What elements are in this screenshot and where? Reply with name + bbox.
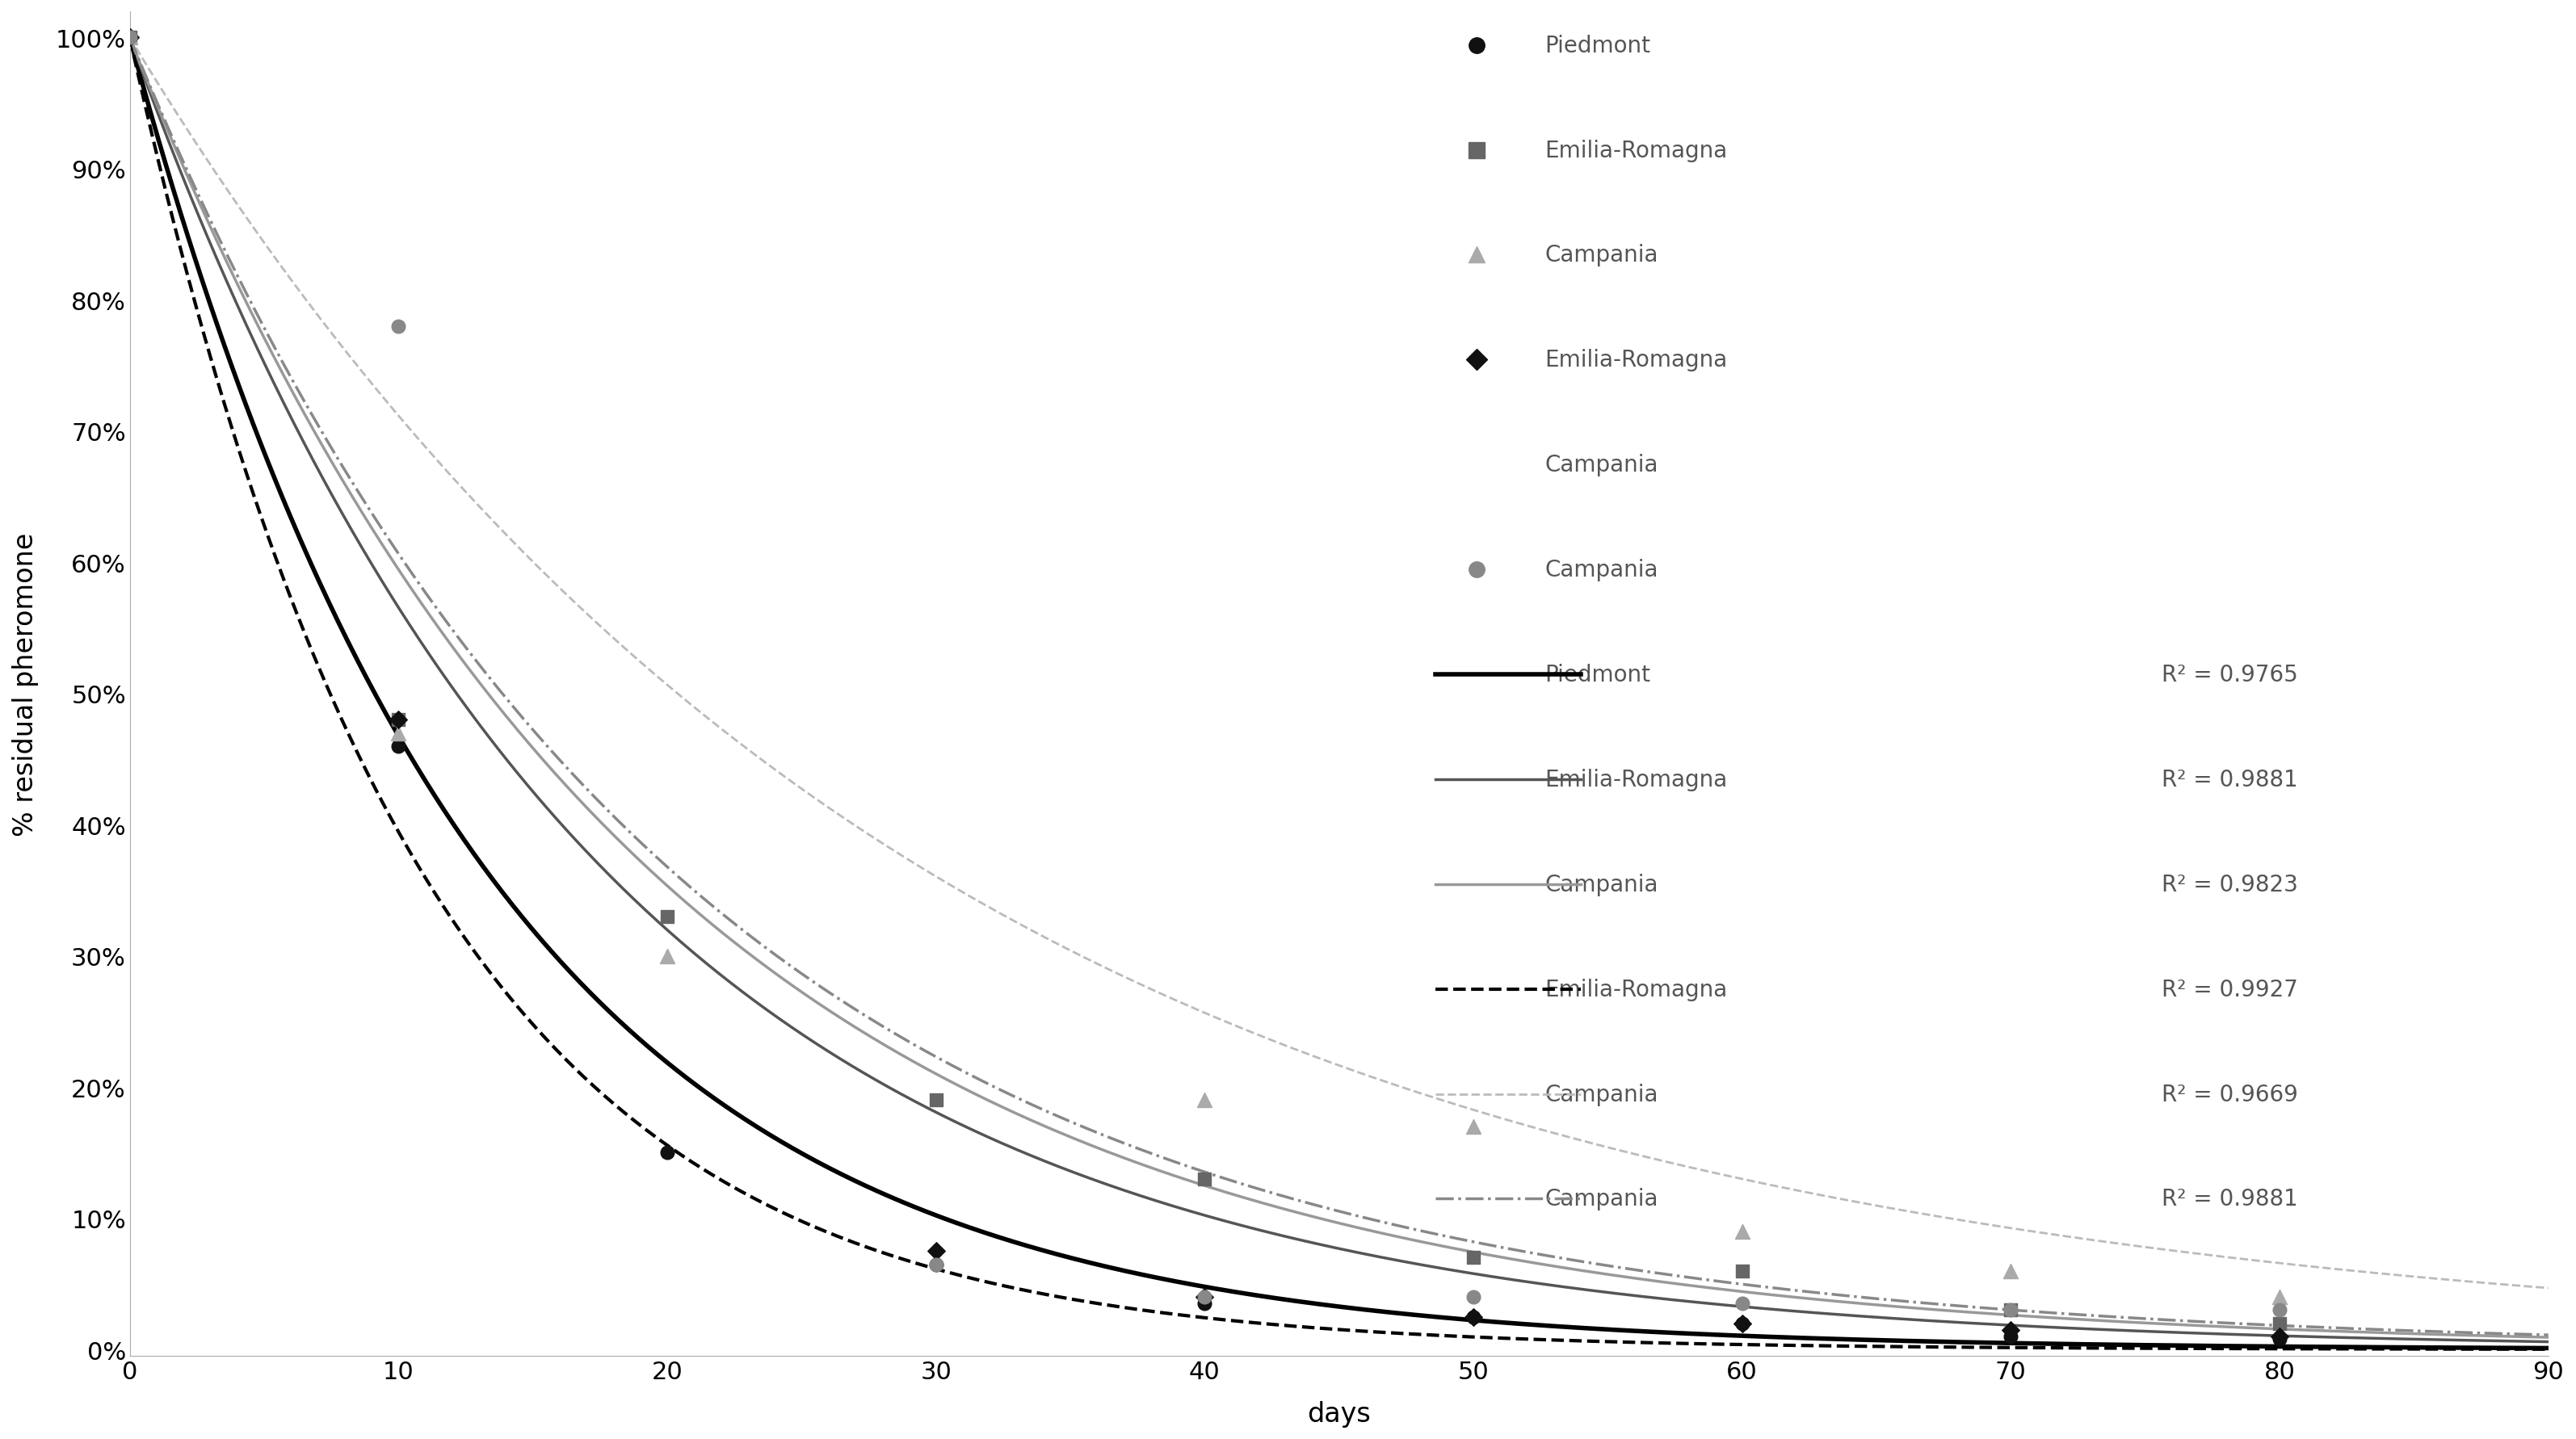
Text: Campania: Campania: [1546, 245, 1659, 266]
Point: [1721, 1312, 1762, 1335]
Point: [1721, 1259, 1762, 1282]
Text: R² = 0.9765: R² = 0.9765: [2161, 663, 2298, 686]
Point: [108, 27, 149, 50]
Point: [1453, 1246, 1494, 1269]
Point: [2259, 1325, 2300, 1348]
Point: [1721, 1312, 1762, 1335]
Point: [1453, 1305, 1494, 1328]
Point: [1721, 1292, 1762, 1315]
Point: [1721, 1220, 1762, 1243]
Text: Piedmont: Piedmont: [1546, 35, 1651, 58]
Point: [1991, 1325, 2032, 1348]
Text: R² = 0.9881: R² = 0.9881: [2161, 768, 2298, 791]
Point: [108, 27, 149, 50]
Text: R² = 0.9669: R² = 0.9669: [2161, 1082, 2298, 1105]
Text: Emilia-Romagna: Emilia-Romagna: [1546, 979, 1728, 1000]
Point: [647, 944, 688, 967]
Text: Campania: Campania: [1546, 873, 1659, 895]
Point: [108, 27, 149, 50]
Point: [1991, 1299, 2032, 1322]
Point: [1991, 1259, 2032, 1282]
Point: [108, 27, 149, 50]
Point: [379, 315, 420, 338]
Point: [1453, 1285, 1494, 1308]
Point: [914, 1089, 956, 1112]
Text: Emilia-Romagna: Emilia-Romagna: [1546, 768, 1728, 791]
Y-axis label: % residual pheromone: % residual pheromone: [13, 532, 39, 836]
Point: [2259, 1328, 2300, 1351]
Point: [1991, 1299, 2032, 1322]
Point: [1185, 1167, 1226, 1190]
Point: [647, 905, 688, 928]
Point: [914, 1240, 956, 1263]
Text: Campania: Campania: [1546, 558, 1659, 581]
Point: [914, 1253, 956, 1276]
Point: [914, 1253, 956, 1276]
Point: [1453, 1305, 1494, 1328]
Point: [379, 708, 420, 731]
Text: Piedmont: Piedmont: [1546, 663, 1651, 686]
Point: [379, 722, 420, 745]
Point: [1185, 1089, 1226, 1112]
Point: [1453, 1115, 1494, 1138]
Point: [2259, 1312, 2300, 1335]
Point: [647, 1141, 688, 1164]
Point: [2259, 1285, 2300, 1308]
X-axis label: days: days: [1306, 1400, 1370, 1427]
Text: R² = 0.9881: R² = 0.9881: [2161, 1187, 2298, 1210]
Text: Campania: Campania: [1546, 1082, 1659, 1105]
Point: [1991, 1318, 2032, 1341]
Text: Campania: Campania: [1546, 453, 1659, 476]
Text: R² = 0.9927: R² = 0.9927: [2161, 979, 2298, 1000]
Point: [2259, 1299, 2300, 1322]
Text: Emilia-Romagna: Emilia-Romagna: [1546, 348, 1728, 371]
Text: R² = 0.9823: R² = 0.9823: [2161, 873, 2298, 895]
Point: [1185, 1285, 1226, 1308]
Point: [108, 27, 149, 50]
Point: [1185, 1292, 1226, 1315]
Text: Emilia-Romagna: Emilia-Romagna: [1546, 140, 1728, 161]
Point: [379, 708, 420, 731]
Text: Campania: Campania: [1546, 1187, 1659, 1210]
Point: [1185, 1285, 1226, 1308]
Point: [379, 735, 420, 758]
